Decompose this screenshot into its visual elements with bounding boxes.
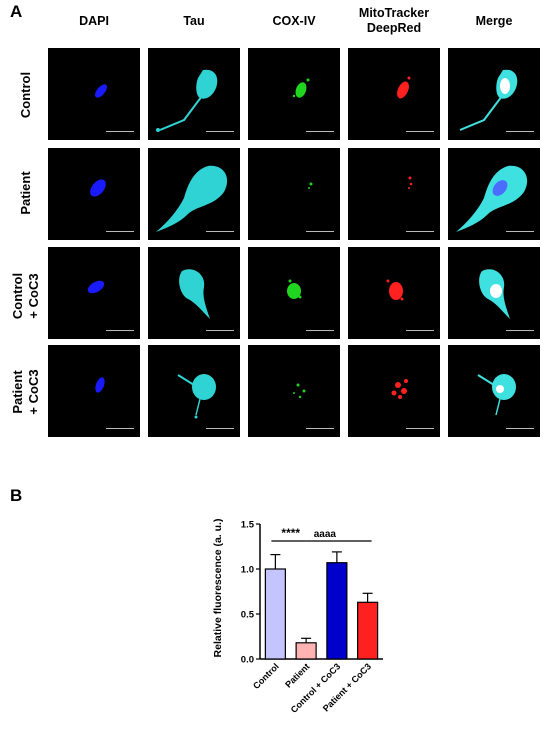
y-tick-label: 0.0 <box>241 655 254 666</box>
scale-bar <box>206 428 234 432</box>
image-patient-coc3-dapi <box>48 345 140 437</box>
column-header-cox-iv: COX-IV <box>272 14 316 28</box>
scale-bar <box>106 330 134 334</box>
scale-bar <box>206 330 234 334</box>
panel-a-letter: A <box>10 2 23 21</box>
y-tick-label: 1.0 <box>241 565 254 576</box>
scale-bar <box>406 131 434 135</box>
bar <box>326 562 348 660</box>
image-control-dapi <box>48 48 140 140</box>
image-control-coc3-mitotracker <box>348 247 440 339</box>
scale-bar <box>506 330 534 334</box>
y-tick-label: 0.5 <box>241 610 255 621</box>
x-tick-label: Patient <box>283 661 311 689</box>
column-header-merge: Merge <box>475 14 513 28</box>
row-label-control-coc3: Control + CoC3 <box>10 272 41 320</box>
image-control-tau <box>148 48 240 140</box>
column-header-dapi: DAPI <box>79 14 109 28</box>
image-control-merge <box>448 48 540 140</box>
image-control-coc3-cox-iv <box>248 247 340 339</box>
significance-label: aaaa <box>314 529 337 540</box>
scale-bar <box>306 131 334 135</box>
scale-bar <box>206 231 234 235</box>
panel-b-letter: B <box>10 486 23 505</box>
image-control-coc3-merge <box>448 247 540 339</box>
image-control-coc3-dapi <box>48 247 140 339</box>
bar <box>264 568 286 660</box>
image-patient-mitotracker <box>348 148 440 240</box>
scale-bar <box>106 428 134 432</box>
scale-bar <box>206 131 234 135</box>
scale-bar <box>306 330 334 334</box>
bar <box>357 601 379 660</box>
row-label-control: Control <box>18 71 33 119</box>
image-patient-cox-iv <box>248 148 340 240</box>
image-patient-coc3-mitotracker <box>348 345 440 437</box>
row-label-patient-coc3: Patient + CoC3 <box>10 369 41 415</box>
column-header-tau: Tau <box>183 14 205 28</box>
image-patient-coc3-tau <box>148 345 240 437</box>
scale-bar <box>506 131 534 135</box>
scale-bar <box>306 428 334 432</box>
scale-bar <box>506 231 534 235</box>
image-control-mitotracker <box>348 48 440 140</box>
y-axis-label: Relative fluorescence (a. u.) <box>212 519 224 658</box>
image-patient-merge <box>448 148 540 240</box>
scale-bar <box>406 428 434 432</box>
scale-bar <box>106 131 134 135</box>
significance-label: **** <box>281 526 300 540</box>
image-patient-coc3-cox-iv <box>248 345 340 437</box>
column-header-mitotracker: MitoTracker DeepRed <box>358 6 430 35</box>
scale-bar <box>306 231 334 235</box>
row-label-patient: Patient <box>18 171 33 215</box>
image-patient-coc3-merge <box>448 345 540 437</box>
bar <box>295 642 317 660</box>
image-control-coc3-tau <box>148 247 240 339</box>
image-patient-dapi <box>48 148 140 240</box>
scale-bar <box>406 231 434 235</box>
scale-bar <box>506 428 534 432</box>
x-tick-label: Control <box>251 661 281 691</box>
scale-bar <box>106 231 134 235</box>
scale-bar <box>406 330 434 334</box>
image-patient-tau <box>148 148 240 240</box>
image-control-cox-iv <box>248 48 340 140</box>
y-tick-label: 1.5 <box>241 520 255 531</box>
